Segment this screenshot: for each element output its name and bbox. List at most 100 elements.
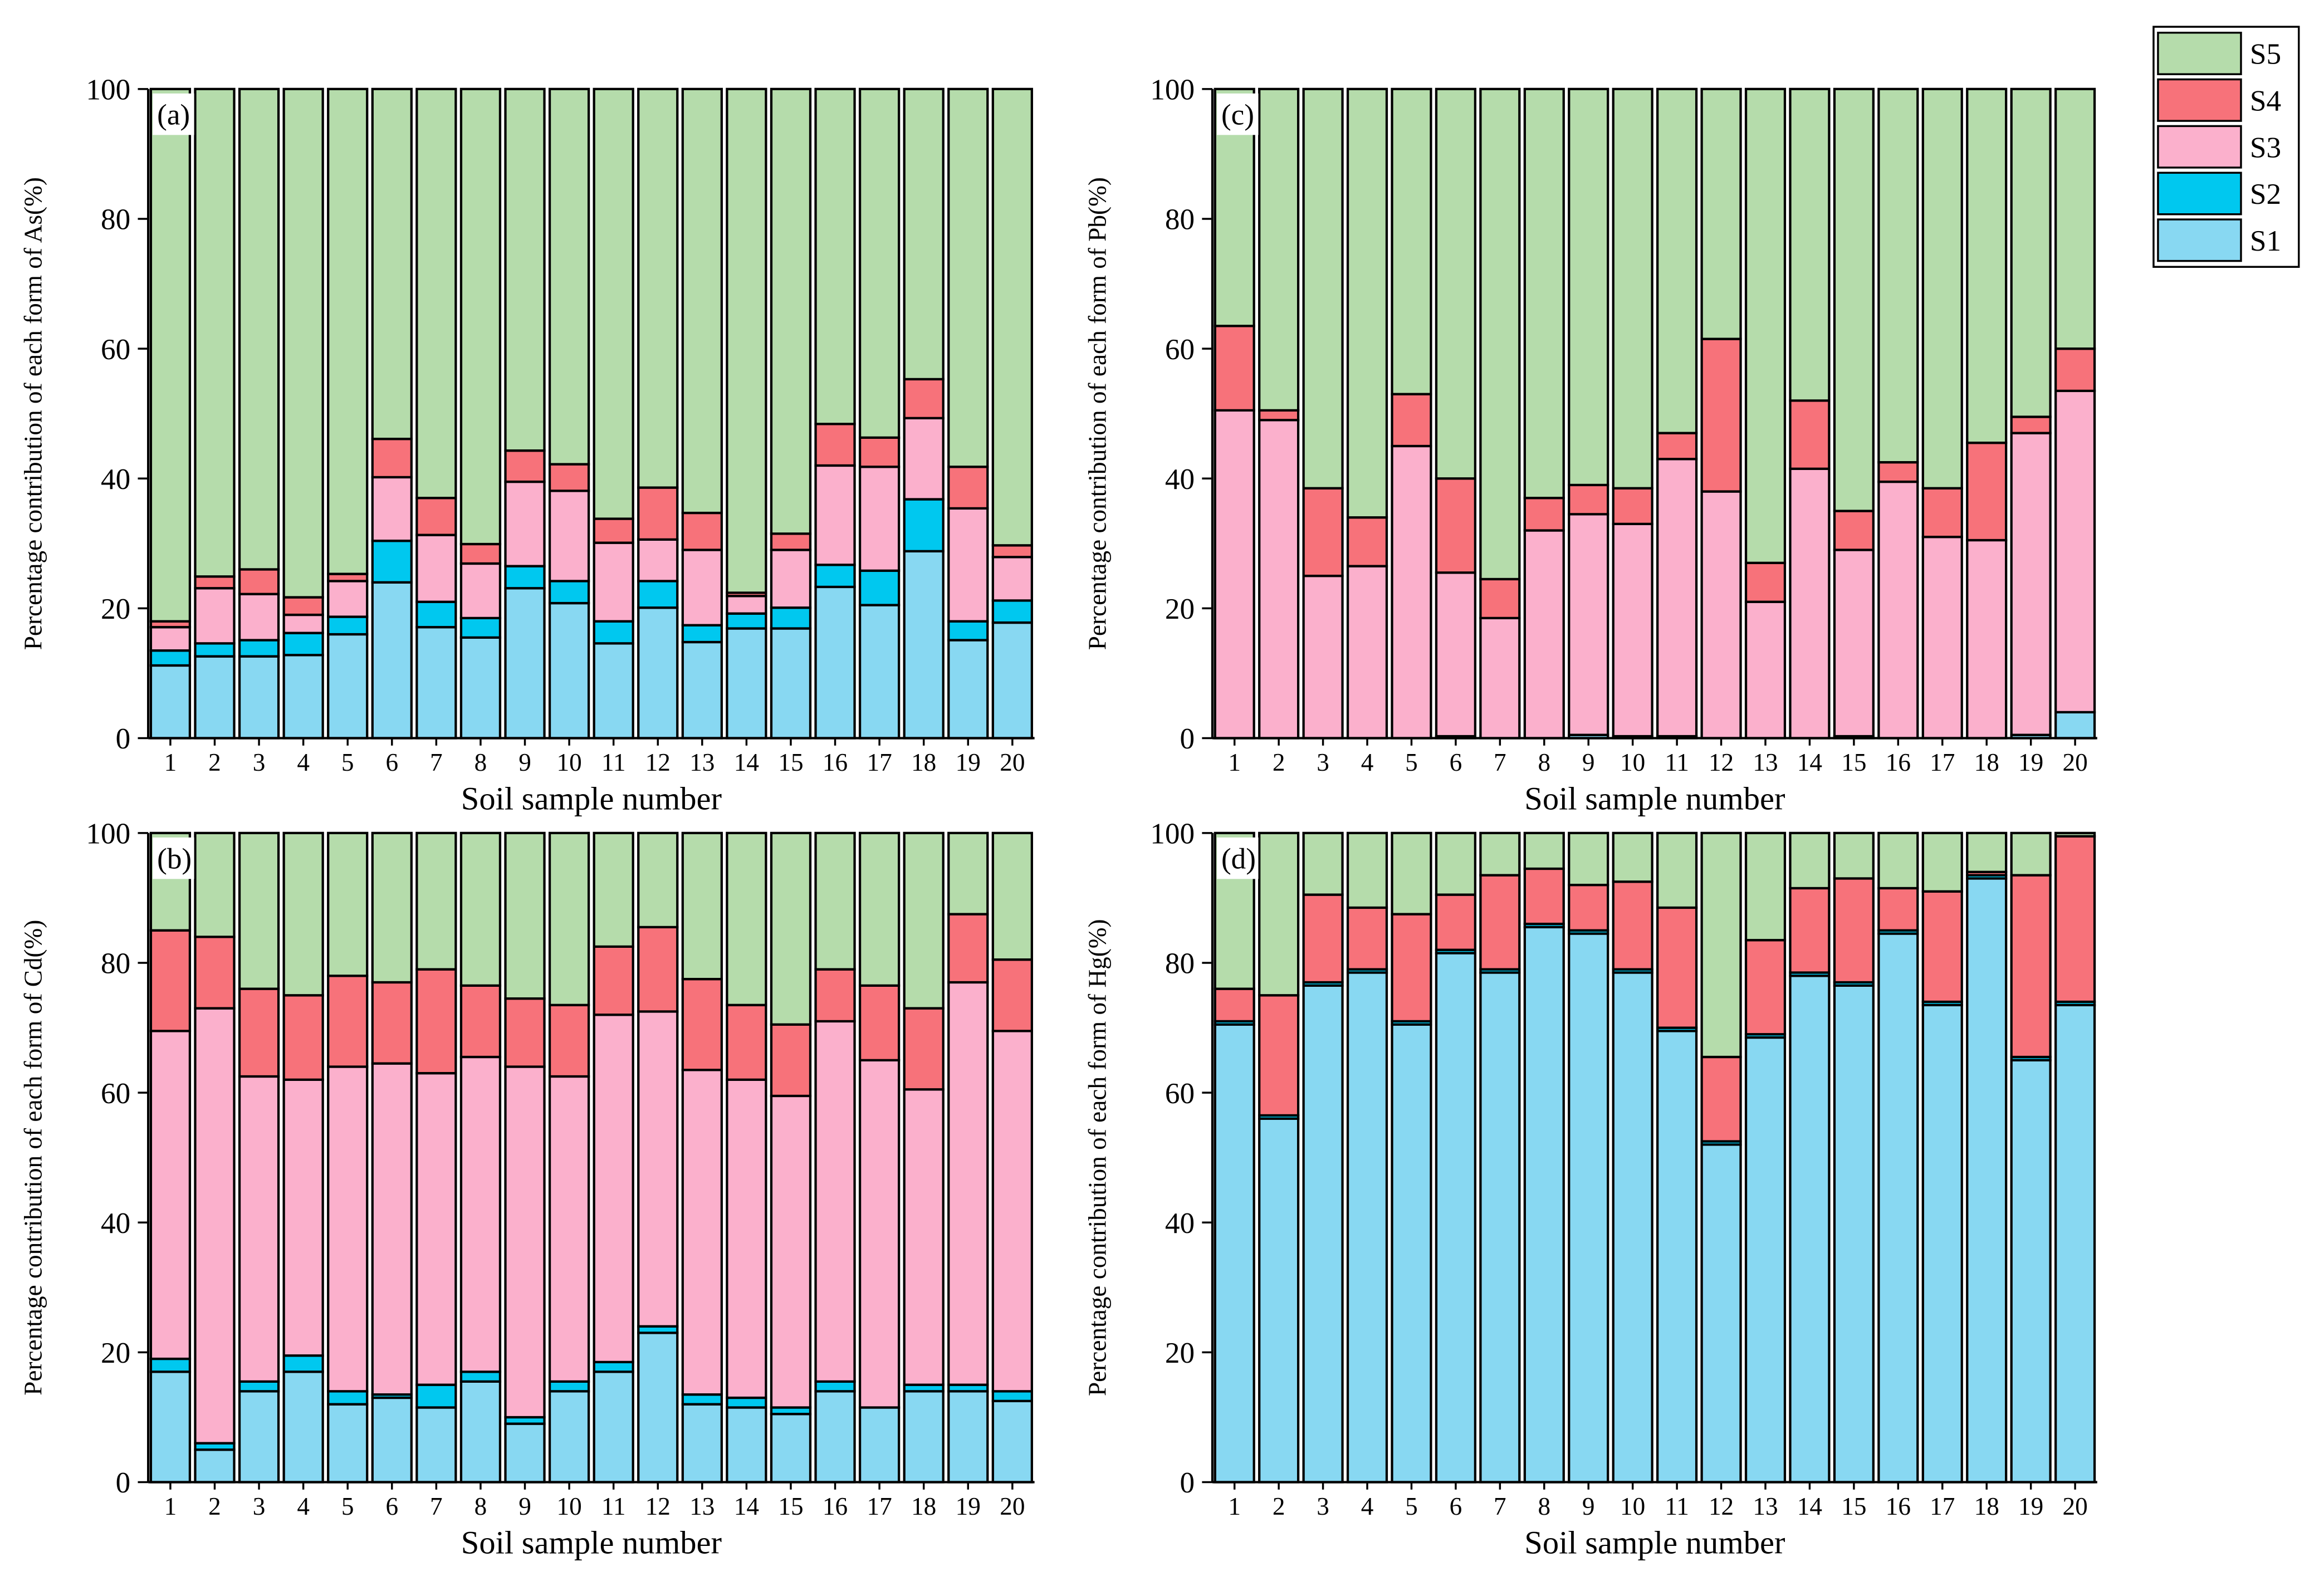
bar-segment [415,1383,457,1409]
bar-segment [1258,1117,1300,1484]
bar-segment [1479,831,1521,877]
bar-segment [194,575,236,590]
x-tick-label: 1 [164,1492,177,1520]
y-tick-label: 20 [101,593,130,625]
bar-segment [858,984,901,1061]
bar-segment [1346,87,1388,519]
bar-segment [1656,87,1698,434]
bar-segment [1877,887,1919,932]
bar-segment [238,639,280,658]
bar-segment [1921,831,1963,893]
legend-label: S3 [2250,131,2281,164]
bar-segment [770,549,812,609]
bar-segment [1612,487,1653,525]
x-tick-label: 9 [1582,1492,1595,1520]
bar-segment [459,1370,502,1383]
bar-segment [415,1072,457,1386]
bar-segment [1302,574,1344,740]
y-axis-label: Percentage contribution of each form of … [19,920,47,1396]
bar-segment [1435,87,1476,480]
bar-segment [637,1332,679,1484]
bar-segment [903,378,945,419]
bar-segment [282,1354,324,1373]
bar-segment [1214,409,1255,740]
bar-segment [1656,458,1698,738]
y-tick-label: 80 [101,947,130,980]
bar-segment [681,640,723,740]
bar-segment [1568,831,1609,887]
bar-segment [903,417,945,501]
y-tick-label: 40 [1165,1207,1195,1240]
bar-segment [1523,497,1565,532]
bar-segment [371,476,413,542]
bar-segment [548,1380,590,1393]
bar-segment [415,497,457,536]
bar-segment [1656,1030,1698,1484]
bar-segment [637,926,679,1013]
bar-segment [371,1396,413,1484]
bar-segment [947,87,989,468]
bar-segment [1656,432,1698,461]
bar-segment [1568,932,1609,1484]
bar-segment [681,1403,723,1484]
bar-segment [459,562,502,620]
bar-segment [903,87,945,381]
bar-segment [2010,1059,2052,1484]
bar-segment [1523,926,1565,1484]
bar-segment [149,929,192,1032]
x-tick-label: 3 [253,1492,266,1520]
bar-segment [1479,87,1521,581]
bar-segment [1391,393,1432,448]
bar-segment [548,463,590,492]
bar-segment [814,831,856,971]
bar-segment [327,1390,369,1406]
bar-segment [282,87,324,599]
bar-segment [1833,831,1875,880]
bar-segment [282,1370,324,1484]
bar-segment [548,489,590,582]
bar-segment [1789,87,1831,402]
y-tick-label: 0 [116,722,131,755]
x-tick-label: 7 [1494,1492,1506,1520]
x-tick-label: 3 [1317,1492,1329,1520]
x-tick-label: 7 [430,748,443,776]
legend-swatch [2157,218,2242,262]
bar-segment [1346,971,1388,1484]
bar-segment [2054,711,2096,740]
y-tick-label: 60 [101,1077,130,1110]
bar-segment [1258,994,1300,1117]
x-tick-label: 18 [911,1492,936,1520]
bar-segment [1479,971,1521,1484]
bar-segment [1479,616,1521,740]
bar-segment [947,639,989,740]
x-tick-label: 8 [1538,1492,1550,1520]
bar-segment [1656,906,1698,1029]
bar-segment [1833,87,1875,512]
x-tick-label: 19 [956,748,981,776]
x-tick-label: 16 [1886,748,1911,776]
bar-segment [327,1065,369,1393]
bar-segment [947,466,989,510]
bar-segment [814,968,856,1023]
bar-segment [637,87,679,489]
x-tick-label: 13 [689,1492,715,1520]
bar-segment [1302,87,1344,489]
bar-segment [1789,975,1831,1484]
bar-segment [459,542,502,565]
bar-segment [1479,577,1521,620]
bar-segment [459,87,502,546]
x-tick-label: 18 [911,748,936,776]
bar-segment [1214,325,1255,412]
bar-segment [327,87,369,575]
bar-segment [1921,1004,1963,1484]
bar-segment [371,831,413,984]
x-tick-label: 9 [518,748,531,776]
bar-segment [1877,87,1919,464]
x-tick-label: 11 [601,748,626,776]
bar-segment [991,1390,1033,1402]
bar-segment [415,87,457,500]
bar-segment [2010,87,2052,418]
panel-label-box [153,93,194,135]
bar-segment [1966,539,2008,740]
bar-segment [194,87,236,578]
